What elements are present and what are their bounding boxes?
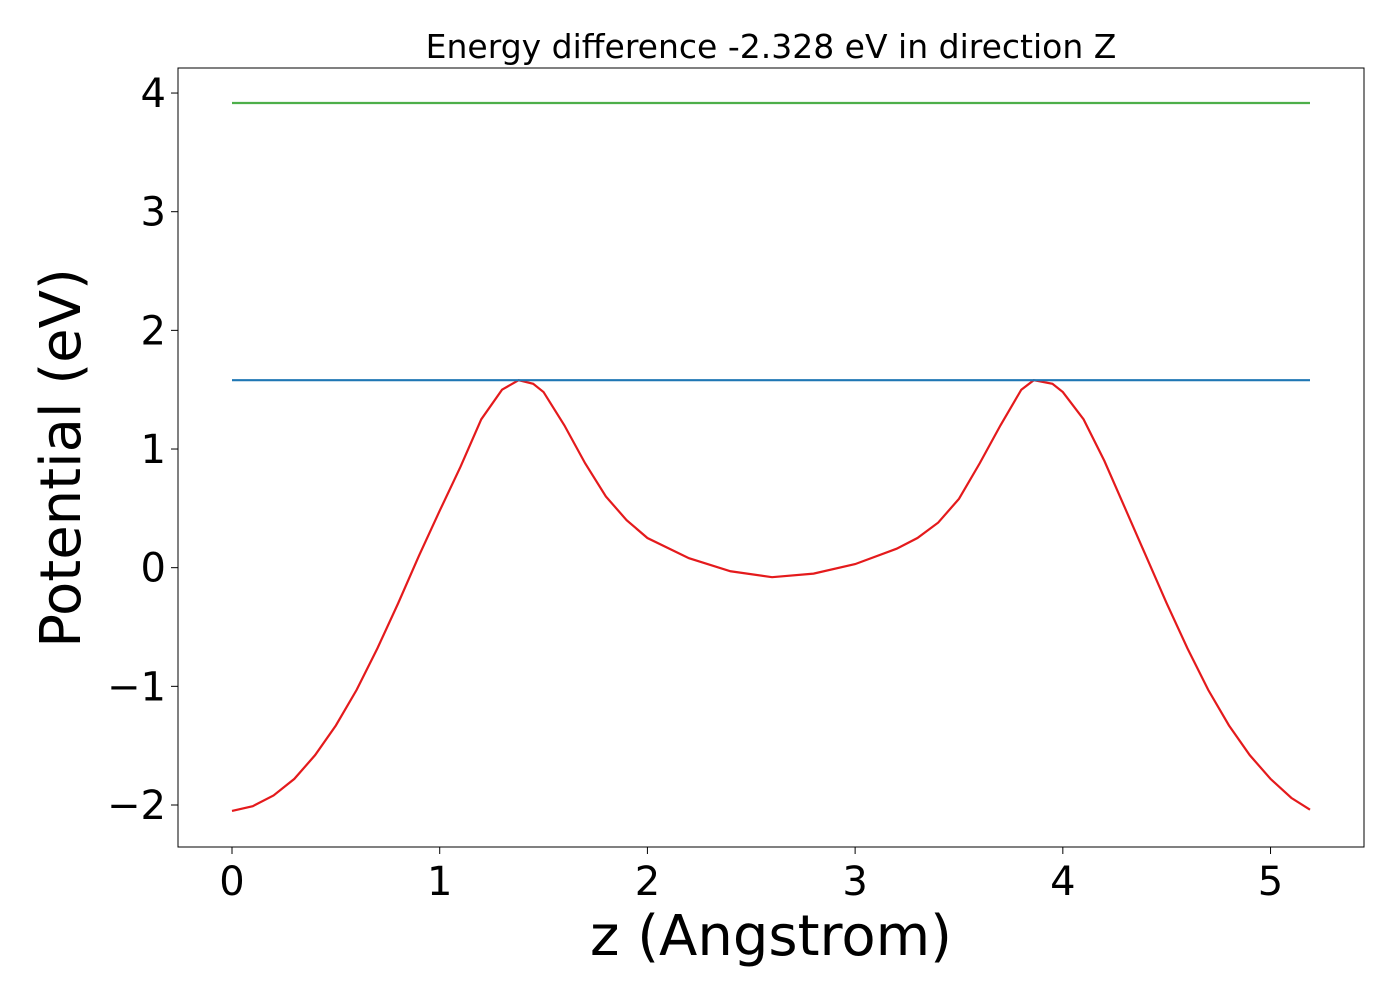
y-tick-label: 4 <box>141 71 166 117</box>
y-tick-label: −1 <box>107 664 166 710</box>
x-tick-label: 1 <box>427 859 452 905</box>
plot-frame <box>177 67 1365 848</box>
chart-title: Energy difference -2.328 eV in direction… <box>426 27 1117 66</box>
y-tick-label: −2 <box>107 783 166 829</box>
x-tick-label: 5 <box>1258 859 1283 905</box>
x-tick-label: 3 <box>842 859 867 905</box>
x-tick-label: 4 <box>1050 859 1075 905</box>
y-tick-label: 0 <box>141 546 166 592</box>
data-line <box>231 379 1311 813</box>
y-tick-label: 1 <box>141 427 166 473</box>
y-tick-label: 2 <box>141 308 166 354</box>
x-tick-label: 2 <box>635 859 660 905</box>
x-tick-label: 0 <box>219 859 244 905</box>
x-axis-label: z (Angstrom) <box>590 904 952 969</box>
y-axis-label: Potential (eV) <box>29 268 94 648</box>
y-tick-label: 3 <box>141 190 166 236</box>
